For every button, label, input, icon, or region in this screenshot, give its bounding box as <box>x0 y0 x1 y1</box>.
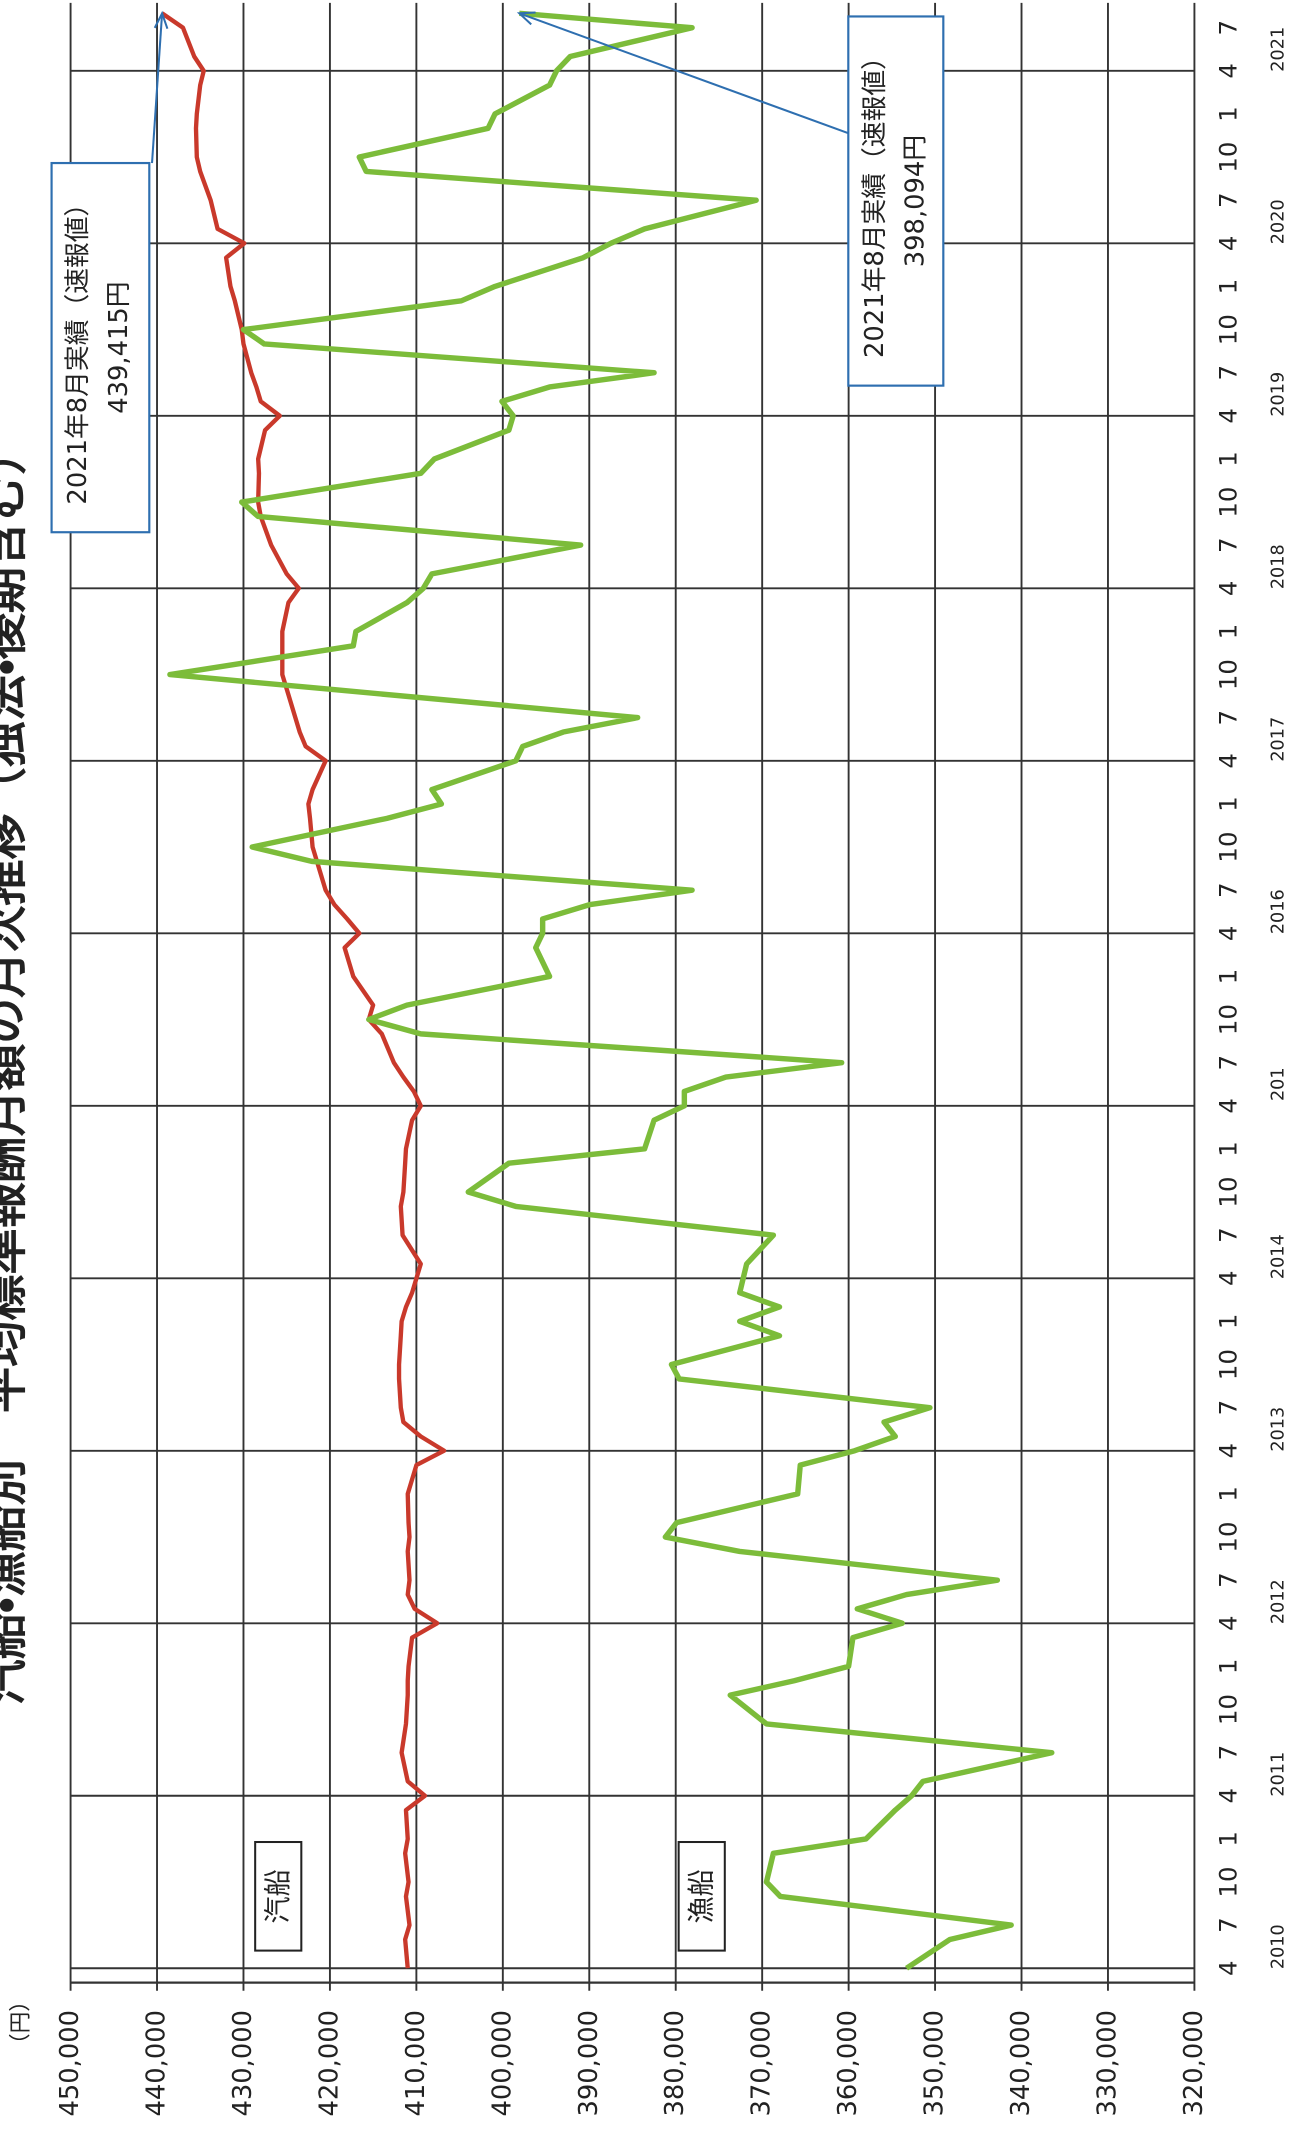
y-tick-label: 340,000 <box>1006 2010 1036 2117</box>
y-tick-label: 430,000 <box>228 2010 258 2117</box>
annotation-arrow-head <box>153 10 169 30</box>
y-tick-label: 390,000 <box>574 2010 604 2117</box>
annotation-box <box>847 15 945 387</box>
chart-title: 汽船・漁船別 平均標準報酬月額の月次推移（独法・後期含む） <box>0 429 32 1706</box>
y-tick-label: 440,000 <box>142 2010 172 2117</box>
y-tick-label: 450,000 <box>55 2010 85 2117</box>
annotation-text: 2021年8月実績（速報値） <box>860 44 890 358</box>
x-tick-label: 4 <box>1214 1960 1243 1976</box>
series-label: 汽船 <box>263 1869 294 1923</box>
x-tick-label: 4 <box>1214 926 1243 942</box>
x-tick-label: 10 <box>1214 1176 1243 1207</box>
x-tick-label: 4 <box>1214 63 1243 79</box>
x-tick-label: 7 <box>1214 365 1243 381</box>
annotation-box <box>50 161 151 534</box>
x-tick-label: 10 <box>1214 1866 1243 1897</box>
x-year-label: 2014 <box>1269 1234 1289 1279</box>
x-year-label: 2012 <box>1269 1579 1289 1624</box>
x-year-label: 2020 <box>1269 199 1289 244</box>
series-line <box>167 10 1055 1971</box>
annotation-text: 439,415円 <box>104 281 134 413</box>
x-year-label: 2016 <box>1269 889 1289 934</box>
x-tick-label: 10 <box>1214 487 1243 518</box>
x-tick-label: 10 <box>1214 1521 1243 1552</box>
x-year-label: 2021 <box>1269 27 1289 72</box>
y-tick-label: 370,000 <box>747 2010 777 2117</box>
series-line <box>160 11 447 1969</box>
annotation-text: 398,094円 <box>901 135 931 267</box>
x-tick-label: 4 <box>1214 1098 1243 1114</box>
x-tick-label: 1 <box>1214 1659 1243 1675</box>
x-tick-label: 10 <box>1214 1349 1243 1380</box>
x-tick-label: 10 <box>1214 832 1243 863</box>
x-tick-label: 4 <box>1214 581 1243 597</box>
x-tick-label: 7 <box>1214 710 1243 726</box>
x-tick-label: 10 <box>1214 1004 1243 1035</box>
x-tick-label: 4 <box>1214 408 1243 424</box>
x-tick-label: 1 <box>1214 279 1243 295</box>
x-year-label: 2019 <box>1269 372 1289 417</box>
x-tick-label: 1 <box>1214 106 1243 122</box>
series-label: 漁船 <box>687 1869 718 1923</box>
series-label-box <box>677 1840 726 1952</box>
x-tick-label: 10 <box>1214 142 1243 173</box>
x-tick-label: 4 <box>1214 1271 1243 1287</box>
y-tick-label: 320,000 <box>1179 2010 1209 2117</box>
x-tick-label: 4 <box>1214 236 1243 252</box>
x-year-label: 2011 <box>1269 1752 1289 1797</box>
x-tick-label: 7 <box>1214 1572 1243 1588</box>
x-tick-label: 7 <box>1214 1745 1243 1761</box>
y-tick-label: 400,000 <box>487 2010 517 2117</box>
x-tick-label: 4 <box>1214 1615 1243 1631</box>
x-tick-label: 10 <box>1214 1694 1243 1725</box>
y-tick-label: 380,000 <box>660 2010 690 2117</box>
x-tick-label: 1 <box>1214 1141 1243 1157</box>
x-year-label: 2017 <box>1269 717 1289 762</box>
y-tick-label: 330,000 <box>1092 2010 1122 2117</box>
x-year-label: 201 <box>1269 1067 1289 1101</box>
x-tick-label: 7 <box>1214 20 1243 36</box>
x-tick-label: 10 <box>1214 314 1243 345</box>
x-tick-label: 1 <box>1214 624 1243 640</box>
x-tick-label: 1 <box>1214 1314 1243 1330</box>
annotation-text: 2021年8月実績（速報値） <box>63 191 93 505</box>
x-year-label: 2018 <box>1269 544 1289 589</box>
x-tick-label: 1 <box>1214 1486 1243 1502</box>
x-tick-label: 7 <box>1214 882 1243 898</box>
x-tick-label: 7 <box>1214 1917 1243 1933</box>
x-tick-label: 1 <box>1214 969 1243 985</box>
x-tick-label: 1 <box>1214 796 1243 812</box>
x-tick-label: 4 <box>1214 753 1243 769</box>
x-tick-label: 7 <box>1214 1400 1243 1416</box>
x-tick-label: 10 <box>1214 659 1243 690</box>
annotation-arrow <box>518 12 849 135</box>
annotation-arrow <box>151 13 164 164</box>
x-tick-label: 4 <box>1214 1443 1243 1459</box>
x-tick-label: 1 <box>1214 451 1243 467</box>
annotation-arrow-head <box>516 11 536 26</box>
x-tick-label: 7 <box>1214 537 1243 553</box>
y-axis-label: （円） <box>9 1990 34 2055</box>
x-tick-label: 4 <box>1214 1788 1243 1804</box>
x-tick-label: 7 <box>1214 1227 1243 1243</box>
y-tick-label: 410,000 <box>401 2010 431 2117</box>
x-year-label: 2013 <box>1269 1407 1289 1452</box>
x-year-label: 2010 <box>1269 1924 1289 1969</box>
y-tick-label: 420,000 <box>314 2010 344 2117</box>
series-label-box <box>254 1840 303 1952</box>
x-tick-label: 7 <box>1214 192 1243 208</box>
y-tick-label: 360,000 <box>833 2010 863 2117</box>
y-tick-label: 350,000 <box>920 2010 950 2117</box>
x-tick-label: 1 <box>1214 1831 1243 1847</box>
x-tick-label: 7 <box>1214 1055 1243 1071</box>
